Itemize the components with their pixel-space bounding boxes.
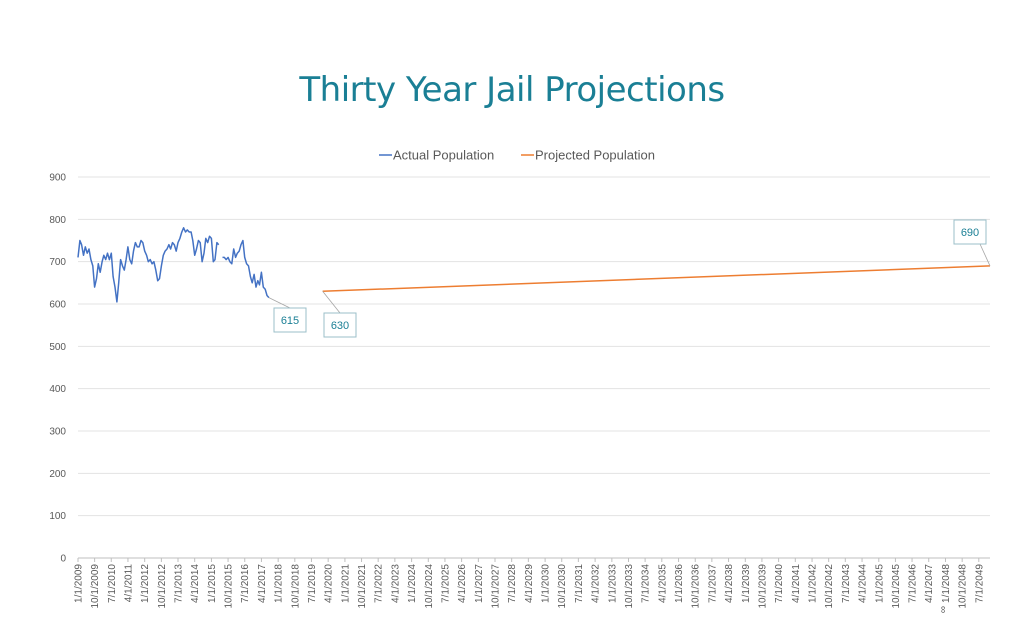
actual-population-line bbox=[77, 227, 220, 303]
x-tick-label: 1/1/2009 bbox=[74, 564, 85, 603]
y-tick-label: 500 bbox=[49, 342, 66, 353]
legend-label-projected: Projected Population bbox=[535, 148, 655, 163]
x-tick-label: 10/1/2018 bbox=[290, 564, 301, 609]
y-tick-label: 400 bbox=[49, 384, 66, 395]
x-tick-label: 1/1/2027 bbox=[474, 564, 485, 603]
x-tick-label: 7/1/2046 bbox=[908, 564, 919, 603]
x-tick-label: 7/1/2031 bbox=[574, 564, 585, 603]
x-tick-label: 1/1/2024 bbox=[407, 564, 418, 603]
x-tick-label: 10/1/2015 bbox=[224, 564, 235, 609]
x-tick-label: 4/1/2029 bbox=[524, 564, 535, 603]
x-tick-label: 4/1/2023 bbox=[390, 564, 401, 603]
x-tick-label: 4/1/2014 bbox=[190, 564, 201, 603]
slide-title: Thirty Year Jail Projections bbox=[299, 70, 725, 110]
x-tick-label: 10/1/2012 bbox=[157, 564, 168, 609]
y-tick-label: 600 bbox=[49, 300, 66, 311]
callout-630-text: 630 bbox=[331, 320, 349, 332]
x-tick-label: 4/1/2035 bbox=[657, 564, 668, 603]
x-tick-label: 1/1/2015 bbox=[207, 564, 218, 603]
x-tick-label: 7/1/2016 bbox=[240, 564, 251, 603]
callout-630-leader bbox=[322, 291, 341, 314]
y-tick-label: 100 bbox=[49, 511, 66, 522]
x-tick-label: 10/1/2024 bbox=[424, 564, 435, 609]
x-axis-ticks: 1/1/2009 10/1/2009 7/1/2010 4/1/2011 1/1/201… bbox=[74, 558, 985, 609]
stray-annotation: ∞ bbox=[938, 606, 949, 613]
callout-615-leader bbox=[268, 297, 291, 309]
y-axis-ticks: 0 100 200 300 400 500 600 700 800 900 bbox=[49, 173, 66, 565]
x-tick-label: 1/1/2036 bbox=[674, 564, 685, 603]
x-tick-label: 7/1/2034 bbox=[641, 564, 652, 603]
x-tick-label: 7/1/2037 bbox=[707, 564, 718, 603]
x-tick-label: 1/1/2048 bbox=[941, 564, 952, 603]
x-tick-label: 10/1/2033 bbox=[624, 564, 635, 609]
y-tick-label: 0 bbox=[60, 554, 66, 565]
x-tick-label: 4/1/2020 bbox=[324, 564, 335, 603]
legend: Actual Population Projected Population bbox=[379, 148, 655, 163]
x-tick-label: 7/1/2010 bbox=[107, 564, 118, 603]
y-tick-label: 300 bbox=[49, 427, 66, 438]
x-tick-label: 10/1/2039 bbox=[757, 564, 768, 609]
x-tick-label: 10/1/2045 bbox=[891, 564, 902, 609]
x-tick-label: 10/1/2021 bbox=[357, 564, 368, 609]
x-tick-label: 1/1/2012 bbox=[140, 564, 151, 603]
x-tick-label: 1/1/2018 bbox=[274, 564, 285, 603]
x-tick-label: 4/1/2032 bbox=[591, 564, 602, 603]
x-tick-label: 7/1/2049 bbox=[974, 564, 985, 603]
x-tick-label: 7/1/2025 bbox=[440, 564, 451, 603]
x-tick-label: 1/1/2042 bbox=[808, 564, 819, 603]
x-tick-label: 4/1/2044 bbox=[858, 564, 869, 603]
data-callouts: 615 630 690 ∞ bbox=[268, 219, 991, 613]
x-tick-label: 7/1/2028 bbox=[507, 564, 518, 603]
y-tick-label: 800 bbox=[49, 215, 66, 226]
series-lines bbox=[77, 227, 991, 303]
y-tick-label: 200 bbox=[49, 469, 66, 480]
x-tick-label: 1/1/2039 bbox=[741, 564, 752, 603]
x-tick-label: 4/1/2041 bbox=[791, 564, 802, 603]
x-tick-label: 10/1/2048 bbox=[958, 564, 969, 609]
x-tick-label: 1/1/2045 bbox=[874, 564, 885, 603]
x-tick-label: 7/1/2022 bbox=[374, 564, 385, 603]
gridlines bbox=[78, 176, 990, 517]
x-tick-label: 1/1/2021 bbox=[340, 564, 351, 603]
x-tick-label: 1/1/2030 bbox=[541, 564, 552, 603]
callout-690-box bbox=[953, 219, 987, 245]
callout-630-box bbox=[323, 312, 357, 338]
projected-population-line bbox=[322, 265, 991, 293]
x-tick-label: 4/1/2017 bbox=[257, 564, 268, 603]
x-tick-label: 4/1/2011 bbox=[123, 564, 134, 603]
callout-690-leader bbox=[979, 243, 991, 267]
legend-label-actual: Actual Population bbox=[393, 148, 494, 163]
y-tick-label: 900 bbox=[49, 173, 66, 184]
callout-615-text: 615 bbox=[281, 315, 299, 327]
x-tick-label: 7/1/2043 bbox=[841, 564, 852, 603]
x-tick-label: 4/1/2026 bbox=[457, 564, 468, 603]
x-tick-label: 10/1/2027 bbox=[490, 564, 501, 609]
y-tick-label: 700 bbox=[49, 257, 66, 268]
x-tick-label: 10/1/2009 bbox=[90, 564, 101, 609]
x-tick-label: 10/1/2030 bbox=[557, 564, 568, 609]
x-tick-label: 7/1/2013 bbox=[174, 564, 185, 603]
x-tick-label: 10/1/2042 bbox=[824, 564, 835, 609]
actual-population-line bbox=[222, 239, 270, 299]
x-tick-label: 4/1/2047 bbox=[924, 564, 935, 603]
x-tick-label: 1/1/2033 bbox=[607, 564, 618, 603]
x-tick-label: 4/1/2038 bbox=[724, 564, 735, 603]
callout-615-box bbox=[273, 307, 307, 333]
x-tick-label: 7/1/2019 bbox=[307, 564, 318, 603]
x-tick-label: 7/1/2040 bbox=[774, 564, 785, 603]
x-tick-label: 10/1/2036 bbox=[691, 564, 702, 609]
callout-690-text: 690 bbox=[961, 227, 979, 239]
